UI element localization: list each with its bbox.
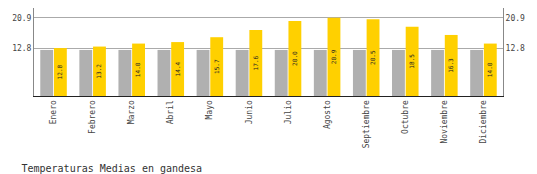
svg-text:20.0: 20.0 xyxy=(291,51,298,66)
svg-text:Febrero: Febrero xyxy=(88,100,97,134)
svg-text:Agosto: Agosto xyxy=(323,100,332,129)
svg-text:Temperaturas Medias en gandesa: Temperaturas Medias en gandesa xyxy=(21,163,202,174)
svg-text:12.8: 12.8 xyxy=(12,44,31,53)
svg-text:12.8: 12.8 xyxy=(56,64,63,79)
svg-text:Octubre: Octubre xyxy=(401,100,410,134)
svg-text:15.7: 15.7 xyxy=(213,59,220,74)
svg-text:Marzo: Marzo xyxy=(127,100,136,124)
svg-text:Abril: Abril xyxy=(166,100,175,124)
svg-text:Julio: Julio xyxy=(284,100,293,124)
svg-text:Junio: Junio xyxy=(245,100,254,124)
svg-text:Mayo: Mayo xyxy=(205,100,214,119)
svg-text:12.8: 12.8 xyxy=(506,44,525,53)
svg-text:14.4: 14.4 xyxy=(174,61,181,76)
svg-text:18.5: 18.5 xyxy=(408,54,415,69)
svg-text:Enero: Enero xyxy=(49,100,58,124)
svg-text:20.5: 20.5 xyxy=(369,50,376,65)
svg-text:Septiembre: Septiembre xyxy=(362,100,371,148)
svg-text:Noviembre: Noviembre xyxy=(440,100,449,144)
svg-text:20.9: 20.9 xyxy=(12,14,31,23)
svg-text:Diciembre: Diciembre xyxy=(479,100,488,144)
svg-text:20.9: 20.9 xyxy=(330,49,337,64)
svg-text:14.0: 14.0 xyxy=(134,62,141,77)
svg-text:14.0: 14.0 xyxy=(486,62,493,77)
svg-text:17.6: 17.6 xyxy=(252,55,259,70)
svg-text:16.3: 16.3 xyxy=(447,58,454,73)
svg-text:13.2: 13.2 xyxy=(95,64,102,79)
svg-text:20.9: 20.9 xyxy=(506,14,525,23)
